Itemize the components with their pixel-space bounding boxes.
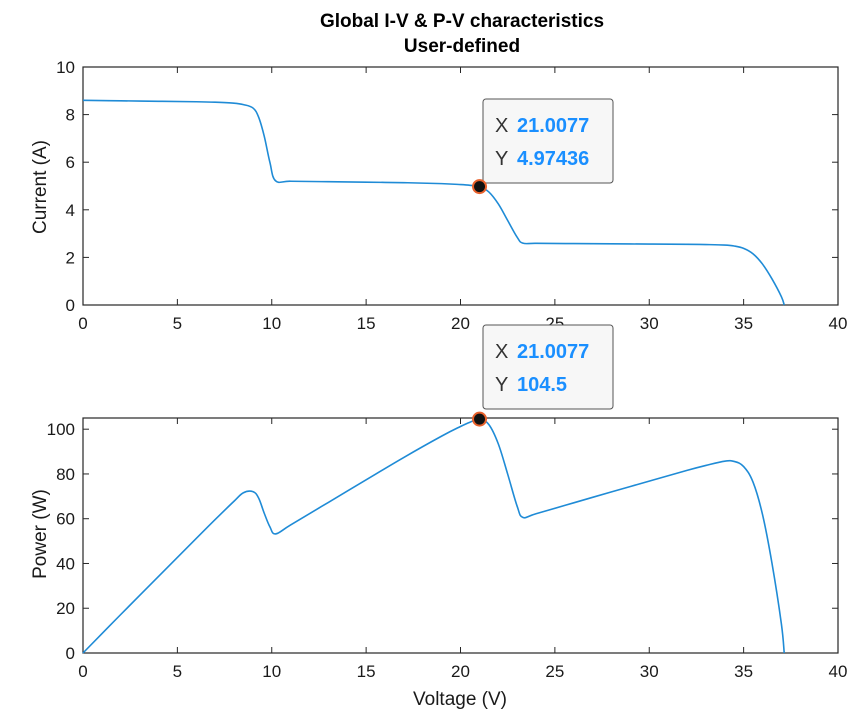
datatips: X 21.0077 Y 4.97436 X 21.0077 Y 104.5 bbox=[472, 98, 614, 427]
pv-xtick-label: 30 bbox=[640, 662, 659, 681]
iv-xtick-label: 5 bbox=[173, 314, 182, 333]
pv-xlabel: Voltage (V) bbox=[413, 689, 507, 710]
pv-datatip-x-value: 21.0077 bbox=[517, 341, 589, 363]
iv-xtick-label: 40 bbox=[829, 314, 848, 333]
pv-xtick-label: 40 bbox=[829, 662, 848, 681]
iv-datatip-marker[interactable] bbox=[472, 179, 488, 195]
iv-ytick-label: 10 bbox=[56, 58, 75, 77]
pv-xtick-label: 5 bbox=[173, 662, 182, 681]
iv-ytick-label: 6 bbox=[66, 153, 75, 172]
iv-ytick-label: 8 bbox=[66, 106, 75, 125]
iv-xtick-label: 15 bbox=[357, 314, 376, 333]
iv-xtick-label: 30 bbox=[640, 314, 659, 333]
pv-datatip-y-value: 104.5 bbox=[517, 374, 567, 396]
pv-xtick-label: 35 bbox=[734, 662, 753, 681]
pv-ytick-label: 20 bbox=[56, 599, 75, 618]
iv-xtick-label: 0 bbox=[78, 314, 87, 333]
pv-datatip-y-key: Y bbox=[495, 374, 508, 396]
iv-datatip-y-value: 4.97436 bbox=[517, 148, 589, 170]
iv-plot-area bbox=[82, 66, 839, 306]
iv-xtick-label: 20 bbox=[451, 314, 470, 333]
pv-ytick-label: 60 bbox=[56, 510, 75, 529]
pv-ytick-label: 100 bbox=[47, 420, 75, 439]
pv-datatip-x-key: X bbox=[495, 341, 508, 363]
iv-datatip-y-key: Y bbox=[495, 148, 508, 170]
iv-ytick-label: 2 bbox=[66, 248, 75, 267]
pv-ytick-label: 0 bbox=[66, 644, 75, 663]
chart-title-line2: User-defined bbox=[404, 36, 520, 57]
iv-xtick-label: 35 bbox=[734, 314, 753, 333]
pv-datatip-box[interactable] bbox=[482, 324, 614, 410]
pv-xtick-label: 0 bbox=[78, 662, 87, 681]
iv-ylabel: Current (A) bbox=[30, 140, 51, 234]
pv-datatip-marker[interactable] bbox=[472, 411, 488, 427]
iv-datatip-x-key: X bbox=[495, 115, 508, 137]
iv-ytick-label: 0 bbox=[66, 296, 75, 315]
pv-ylabel: Power (W) bbox=[30, 489, 51, 579]
pv-xtick-label: 20 bbox=[451, 662, 470, 681]
pv-axes: 0 5 10 15 20 25 30 35 40 0 20 40 60 80 100 bbox=[47, 417, 848, 681]
pv-ytick-label: 40 bbox=[56, 554, 75, 573]
chart-title-line1: Global I-V & P-V characteristics bbox=[320, 11, 604, 32]
pv-ytick-label: 80 bbox=[56, 465, 75, 484]
iv-datatip-x-value: 21.0077 bbox=[517, 115, 589, 137]
iv-xtick-label: 10 bbox=[262, 314, 281, 333]
pv-xtick-label: 10 bbox=[262, 662, 281, 681]
pv-xtick-label: 25 bbox=[545, 662, 564, 681]
iv-datatip-box[interactable] bbox=[482, 98, 614, 184]
pv-plot-area bbox=[82, 417, 839, 654]
pv-xtick-label: 15 bbox=[357, 662, 376, 681]
iv-ytick-label: 4 bbox=[66, 201, 75, 220]
